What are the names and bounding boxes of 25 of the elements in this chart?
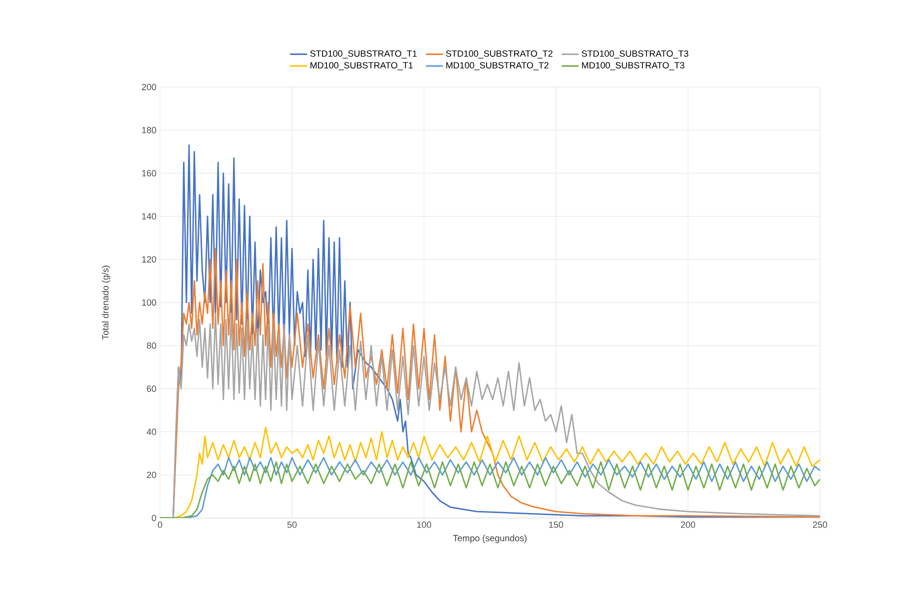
legend-label: STD100_SUBSTRATO_T3 <box>582 50 688 58</box>
x-tick-label: 250 <box>812 522 828 528</box>
y-tick-label: 20 <box>146 472 156 478</box>
legend-label: MD100_SUBSTRATO_T3 <box>582 62 684 70</box>
x-tick-label: 200 <box>680 522 696 528</box>
y-tick-label: 160 <box>142 170 156 176</box>
legend-label: MD100_SUBSTRATO_T1 <box>310 62 413 70</box>
y-tick-label: 80 <box>146 342 156 349</box>
y-tick-label: 60 <box>146 386 156 392</box>
y-tick-label: 180 <box>142 126 156 134</box>
y-tick-label: 40 <box>146 428 156 435</box>
y-tick-label: 100 <box>142 299 156 306</box>
legend-label: STD100_SUBSTRATO_T1 <box>310 50 417 58</box>
x-tick-label: 150 <box>549 522 564 528</box>
x-tick-label: 50 <box>287 522 297 528</box>
legend-label: MD100_SUBSTRATO_T2 <box>446 62 548 70</box>
legend-label: STD100_SUBSTRATO_T2 <box>446 50 552 58</box>
y-tick-label: 200 <box>142 84 156 90</box>
y-tick-label: 0 <box>152 514 156 522</box>
x-axis-title: Tempo (segundos) <box>453 534 527 544</box>
y-axis-title: Total drenado (g/s) <box>102 266 110 340</box>
x-tick-label: 100 <box>417 522 432 528</box>
x-tick-label: 0 <box>158 522 162 528</box>
y-tick-label: 140 <box>142 213 156 220</box>
y-tick-label: 120 <box>142 256 156 263</box>
